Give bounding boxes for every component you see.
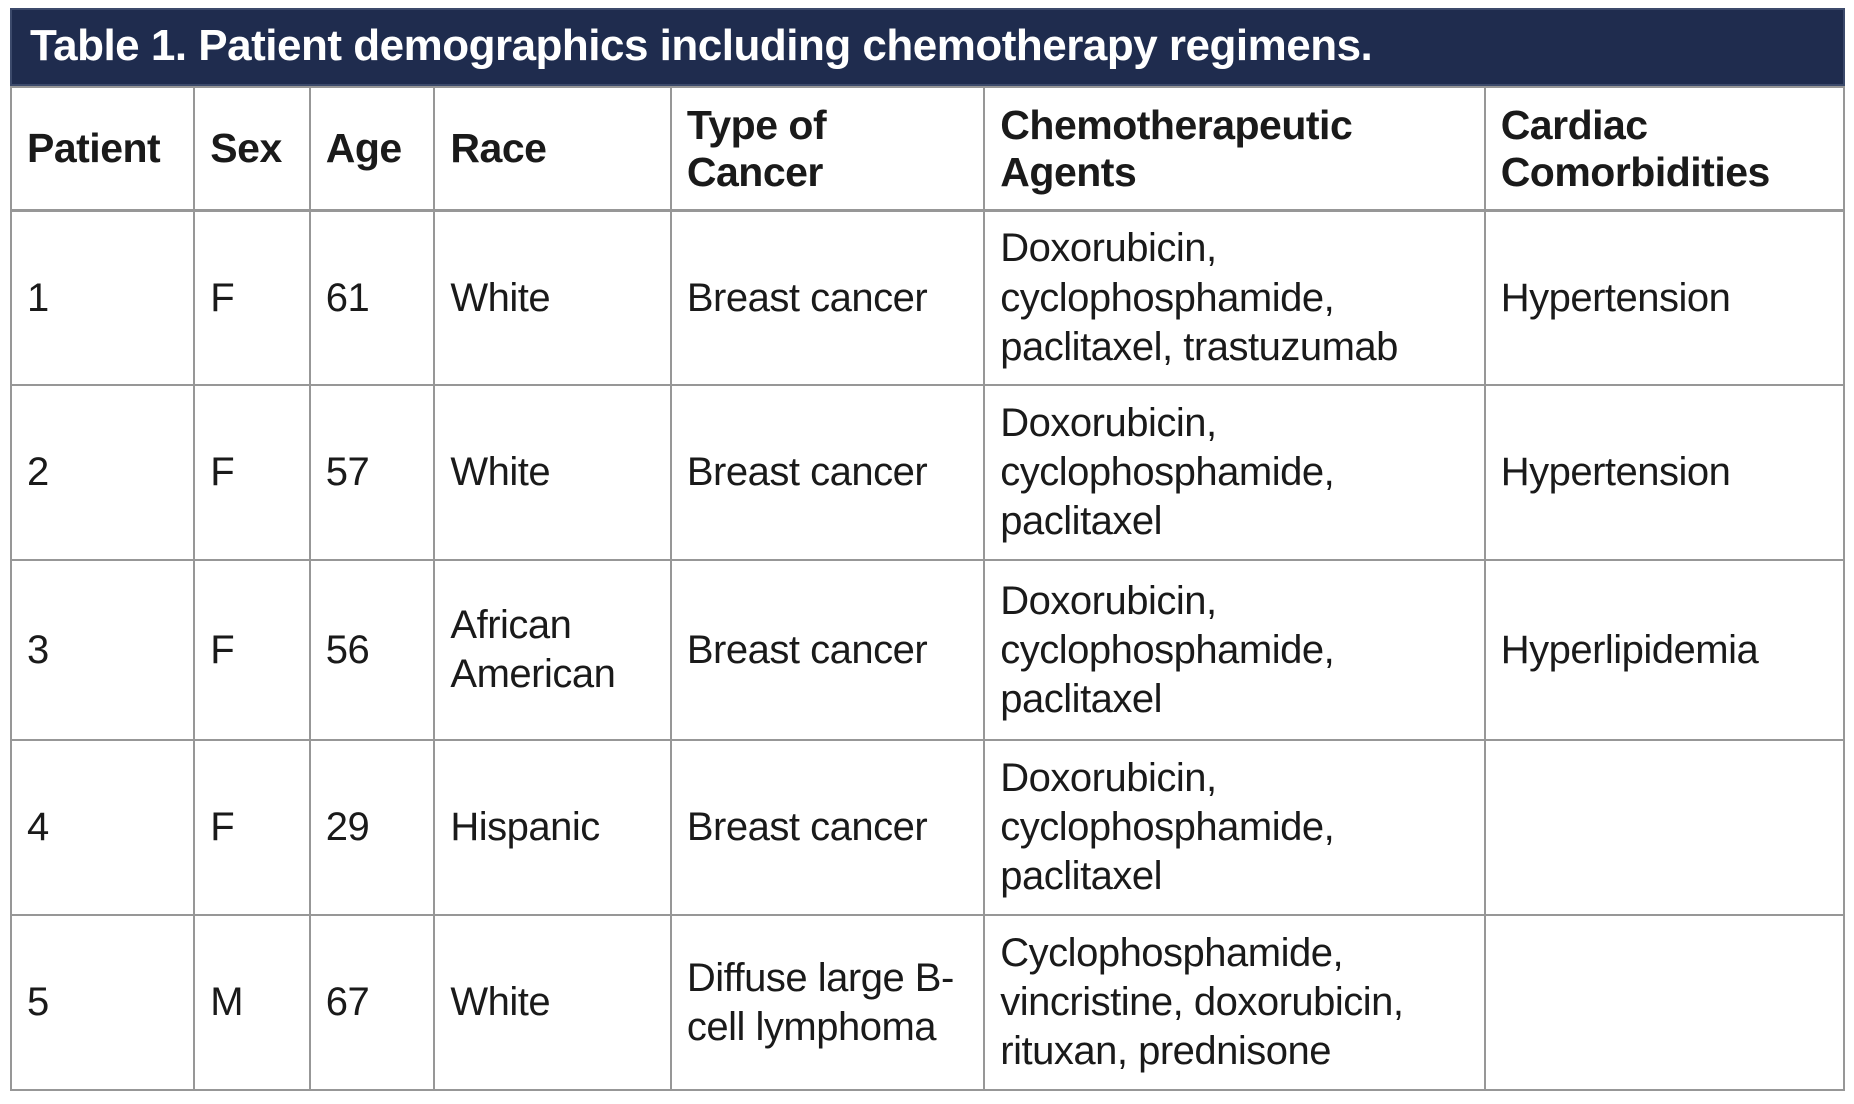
cell-age: 57: [308, 384, 436, 562]
cell-race: White: [433, 384, 672, 562]
column-header-type-of-cancer: Type of Cancer: [669, 86, 986, 212]
cell-chemotherapeutic-agents: Cyclophosphamide, vincristine, doxorubic…: [983, 914, 1486, 1092]
cell-chemotherapeutic-agents: Doxorubicin, cyclophosphamide, paclitaxe…: [983, 559, 1486, 742]
cell-cardiac-comorbidities: Hypertension: [1483, 384, 1846, 562]
cell-age: 29: [308, 739, 436, 917]
cell-sex: F: [193, 209, 311, 387]
cell-chemotherapeutic-agents: Doxorubicin, cyclophosphamide, paclitaxe…: [983, 739, 1486, 917]
cell-patient: 3: [9, 559, 196, 742]
cell-patient: 1: [9, 209, 196, 387]
cell-race: White: [433, 209, 672, 387]
cell-patient: 5: [9, 914, 196, 1092]
cell-race: White: [433, 914, 672, 1092]
patient-demographics-table: Patient Sex Age Race Type of Cancer Chem…: [9, 86, 1846, 1092]
column-header-race: Race: [433, 86, 672, 212]
cell-sex: F: [193, 559, 311, 742]
cell-sex: F: [193, 384, 311, 562]
table-row: 4 F 29 Hispanic Breast cancer Doxorubici…: [9, 739, 1846, 917]
column-header-chemotherapeutic-agents: Chemotherapeutic Agents: [983, 86, 1486, 212]
cell-chemotherapeutic-agents: Doxorubicin, cyclophosphamide, paclitaxe…: [983, 209, 1486, 387]
cell-patient: 4: [9, 739, 196, 917]
table-row: 5 M 67 White Diffuse large B-cell lympho…: [9, 914, 1846, 1092]
cell-age: 67: [308, 914, 436, 1092]
cell-patient: 2: [9, 384, 196, 562]
cell-cardiac-comorbidities: Hyperlipidemia: [1483, 559, 1846, 742]
cell-type-of-cancer: Breast cancer: [669, 384, 986, 562]
column-header-age: Age: [308, 86, 436, 212]
cell-chemotherapeutic-agents: Doxorubicin, cyclophosphamide, paclitaxe…: [983, 384, 1486, 562]
table-title-bar: Table 1. Patient demographics including …: [10, 8, 1845, 87]
cell-type-of-cancer: Breast cancer: [669, 559, 986, 742]
cell-sex: F: [193, 739, 311, 917]
cell-type-of-cancer: Breast cancer: [669, 209, 986, 387]
cell-cardiac-comorbidities: [1483, 739, 1846, 917]
cell-race: African American: [433, 559, 672, 742]
cell-race: Hispanic: [433, 739, 672, 917]
column-header-sex: Sex: [193, 86, 311, 212]
table-row: 3 F 56 African American Breast cancer Do…: [9, 559, 1846, 742]
column-header-patient: Patient: [9, 86, 196, 212]
cell-cardiac-comorbidities: [1483, 914, 1846, 1092]
cell-type-of-cancer: Breast cancer: [669, 739, 986, 917]
table-row: 2 F 57 White Breast cancer Doxorubicin, …: [9, 384, 1846, 562]
cell-cardiac-comorbidities: Hypertension: [1483, 209, 1846, 387]
table-title: Table 1. Patient demographics including …: [30, 21, 1373, 70]
column-header-cardiac-comorbidities: Cardiac Comorbidities: [1483, 86, 1846, 212]
cell-type-of-cancer: Diffuse large B-cell lymphoma: [669, 914, 986, 1092]
table-row: 1 F 61 White Breast cancer Doxorubicin, …: [9, 209, 1846, 387]
cell-age: 56: [308, 559, 436, 742]
header-row: Patient Sex Age Race Type of Cancer Chem…: [9, 86, 1846, 212]
cell-sex: M: [193, 914, 311, 1092]
cell-age: 61: [308, 209, 436, 387]
